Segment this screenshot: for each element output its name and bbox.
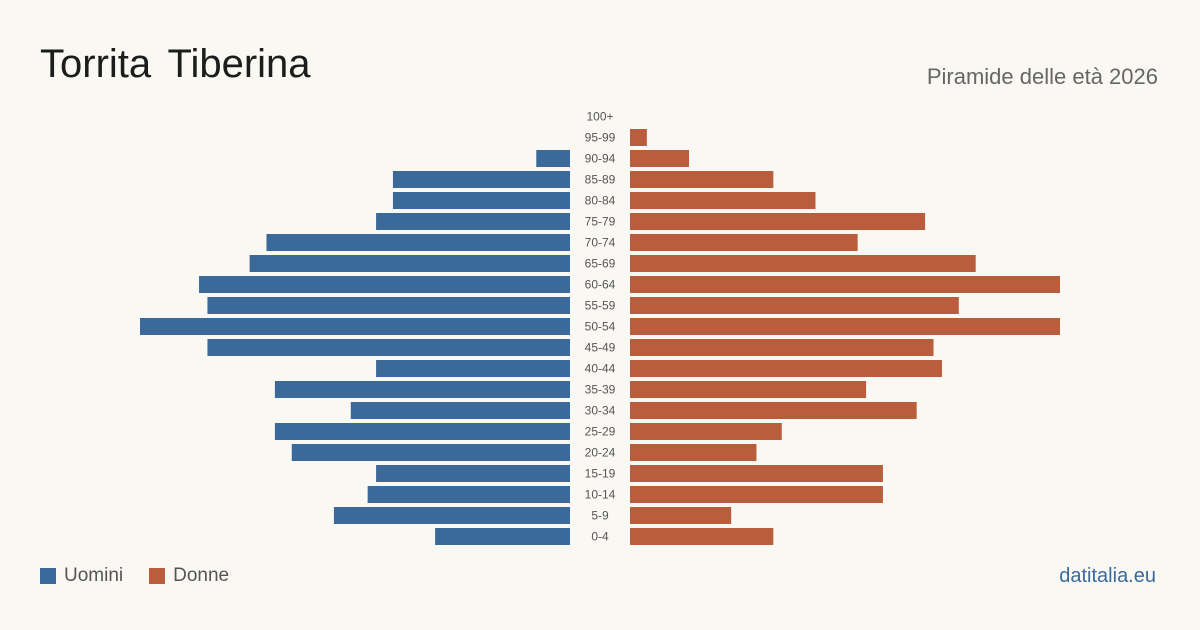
bar-women-65-69	[630, 255, 976, 272]
bar-women-70-74	[630, 234, 858, 251]
legend-label-men: Uomini	[64, 565, 124, 586]
bar-men-5-9	[333, 507, 570, 524]
bar-women-45-49	[630, 339, 934, 356]
bar-women-0-4	[630, 528, 774, 545]
legend-swatch-women	[149, 568, 166, 584]
age-label-70-74: 70-74	[585, 236, 616, 250]
bar-women-60-64	[630, 276, 1060, 293]
age-label-55-59: 55-59	[585, 299, 616, 313]
bar-men-20-24	[291, 444, 570, 461]
age-label-35-39: 35-39	[585, 383, 616, 397]
bar-women-40-44	[630, 360, 942, 377]
legend-item-men: Uomini	[40, 565, 123, 587]
age-label-50-54: 50-54	[585, 320, 616, 334]
age-label-20-24: 20-24	[585, 446, 616, 460]
bar-men-50-54	[140, 318, 570, 335]
bar-women-75-79	[630, 213, 926, 230]
bar-men-80-84	[392, 192, 570, 209]
bar-men-35-39	[274, 381, 570, 398]
bar-women-25-29	[630, 423, 782, 440]
legend: Uomini Donne	[40, 565, 255, 587]
bar-women-80-84	[630, 192, 816, 209]
bar-women-85-89	[630, 171, 774, 188]
bar-women-5-9	[630, 507, 732, 524]
age-label-75-79: 75-79	[585, 215, 616, 229]
bar-women-35-39	[630, 381, 867, 398]
bar-women-20-24	[630, 444, 757, 461]
bar-women-90-94	[630, 150, 690, 167]
bar-women-15-19	[630, 465, 883, 482]
age-label-95-99: 95-99	[585, 131, 616, 145]
age-label-80-84: 80-84	[585, 194, 616, 208]
age-label-25-29: 25-29	[585, 425, 616, 439]
legend-label-women: Donne	[173, 565, 230, 586]
bar-men-15-19	[376, 465, 570, 482]
bar-men-40-44	[376, 360, 570, 377]
bar-women-55-59	[630, 297, 959, 314]
age-label-5-9: 5-9	[591, 509, 609, 523]
age-label-45-49: 45-49	[585, 341, 616, 355]
bar-women-10-14	[630, 486, 883, 503]
bar-men-55-59	[207, 297, 570, 314]
brand-link[interactable]: datitalia.eu	[1059, 565, 1156, 587]
age-label-85-89: 85-89	[585, 173, 616, 187]
bar-men-25-29	[274, 423, 570, 440]
bar-men-90-94	[536, 150, 570, 167]
bar-men-65-69	[249, 255, 570, 272]
bar-men-0-4	[435, 528, 570, 545]
legend-item-women: Donne	[149, 565, 229, 587]
bar-women-50-54	[630, 318, 1060, 335]
age-label-100plus: 100+	[586, 110, 613, 124]
bar-men-45-49	[207, 339, 570, 356]
age-label-40-44: 40-44	[585, 362, 616, 376]
bar-men-70-74	[266, 234, 570, 251]
legend-swatch-men	[40, 568, 56, 584]
page-title: Torrita Tiberina	[40, 42, 311, 86]
age-label-60-64: 60-64	[585, 278, 616, 292]
bar-men-10-14	[367, 486, 570, 503]
bar-women-30-34	[630, 402, 917, 419]
age-label-0-4: 0-4	[591, 530, 609, 544]
age-label-10-14: 10-14	[585, 488, 616, 502]
age-label-90-94: 90-94	[585, 152, 616, 166]
age-label-30-34: 30-34	[585, 404, 616, 418]
age-label-65-69: 65-69	[585, 257, 616, 271]
chart-subtitle: Piramide delle età 2026	[926, 64, 1158, 89]
bar-women-95-99	[630, 129, 647, 146]
bar-men-60-64	[199, 276, 571, 293]
bar-men-85-89	[392, 171, 570, 188]
bar-men-75-79	[376, 213, 570, 230]
age-label-15-19: 15-19	[585, 467, 616, 481]
bar-men-30-34	[350, 402, 570, 419]
